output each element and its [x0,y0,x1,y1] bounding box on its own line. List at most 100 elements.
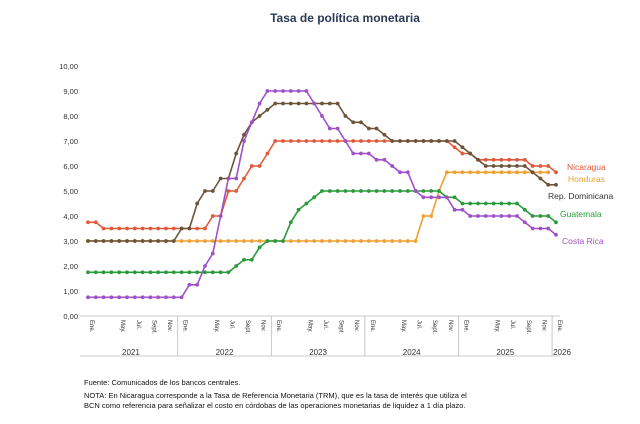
x-tick-label: Sept. [244,320,250,334]
data-point [382,189,387,193]
data-point [242,257,246,262]
data-point [273,101,278,106]
x-tick-label: Ene. [88,320,94,333]
data-point [405,239,410,243]
data-point [171,226,176,231]
y-tick-label: 6,00 [63,162,78,171]
data-point [530,164,535,168]
data-point [320,189,324,193]
data-point [538,176,543,181]
data-point [359,120,363,125]
data-point [226,270,231,275]
data-point [257,114,262,118]
data-point [366,151,371,156]
data-point [273,89,278,93]
year-label: 2022 [216,348,234,357]
data-point [320,101,324,106]
legend-entry: Rep. Dominicana [548,191,613,201]
data-point [413,189,418,193]
x-tick-label: Ene. [182,320,188,333]
x-tick-label: Nov. [260,320,266,332]
notes: Fuente: Comunicados de los bancos centra… [84,378,484,411]
data-point [125,270,129,275]
data-point [273,239,278,243]
x-tick-label: Ene. [275,320,281,333]
data-point [218,214,223,218]
data-point [203,239,207,243]
data-point [538,164,543,168]
year-label: 2025 [496,348,514,357]
data-point [242,132,246,137]
series-line [88,171,549,242]
data-point [374,139,379,143]
data-point [343,239,348,243]
data-point [320,239,324,243]
data-point [281,239,285,243]
data-point [156,295,161,300]
data-point [179,239,184,243]
data-point [335,126,340,131]
data-point [421,139,426,143]
data-point [288,220,293,225]
data-point [257,101,262,106]
data-point [538,226,543,231]
data-point [421,195,426,200]
data-point [343,189,348,193]
data-point [296,207,301,212]
data-point [476,201,480,206]
data-point [499,214,504,218]
data-point [249,164,254,168]
data-point [460,207,465,212]
data-point [281,101,285,106]
data-point [405,139,410,143]
data-point [265,89,270,93]
data-point [140,239,145,243]
legend-entry: Honduras [568,174,605,184]
data-point [452,207,457,212]
data-point [265,107,270,112]
data-point [366,126,371,131]
data-point [515,201,519,206]
data-point [312,195,317,200]
y-tick-label: 1,00 [63,287,78,296]
data-point [546,170,551,175]
legend-entry: Costa Rica [562,236,604,246]
data-point [468,170,473,175]
data-point [437,139,441,143]
data-point [554,220,558,225]
data-point [366,239,371,243]
data-point [429,139,434,143]
data-point [257,239,262,243]
data-point [93,295,98,300]
data-point [421,214,426,218]
x-tick-label: Nov. [353,320,359,332]
x-tick-label: Jul. [416,320,422,330]
data-point [429,214,434,218]
data-point [203,226,207,231]
data-point [491,201,496,206]
data-point [226,239,231,243]
data-point [460,145,465,150]
x-tick-label: May. [400,320,406,333]
data-point [444,195,449,200]
y-tick-label: 3,00 [63,237,78,246]
data-point [351,189,356,193]
data-point [507,170,512,175]
x-tick-label: Ene. [556,320,562,333]
data-point [179,270,184,275]
data-point [398,170,402,175]
data-point [179,295,184,300]
data-point [109,239,114,243]
year-label: 2023 [309,348,327,357]
data-point [171,239,176,243]
data-point [452,195,457,200]
data-point [281,139,285,143]
data-point [304,201,309,206]
data-point [522,164,527,168]
data-point [390,189,395,193]
data-point [187,282,192,287]
data-point [148,239,153,243]
data-point [515,214,519,218]
data-point [522,207,527,212]
data-point [320,139,324,143]
